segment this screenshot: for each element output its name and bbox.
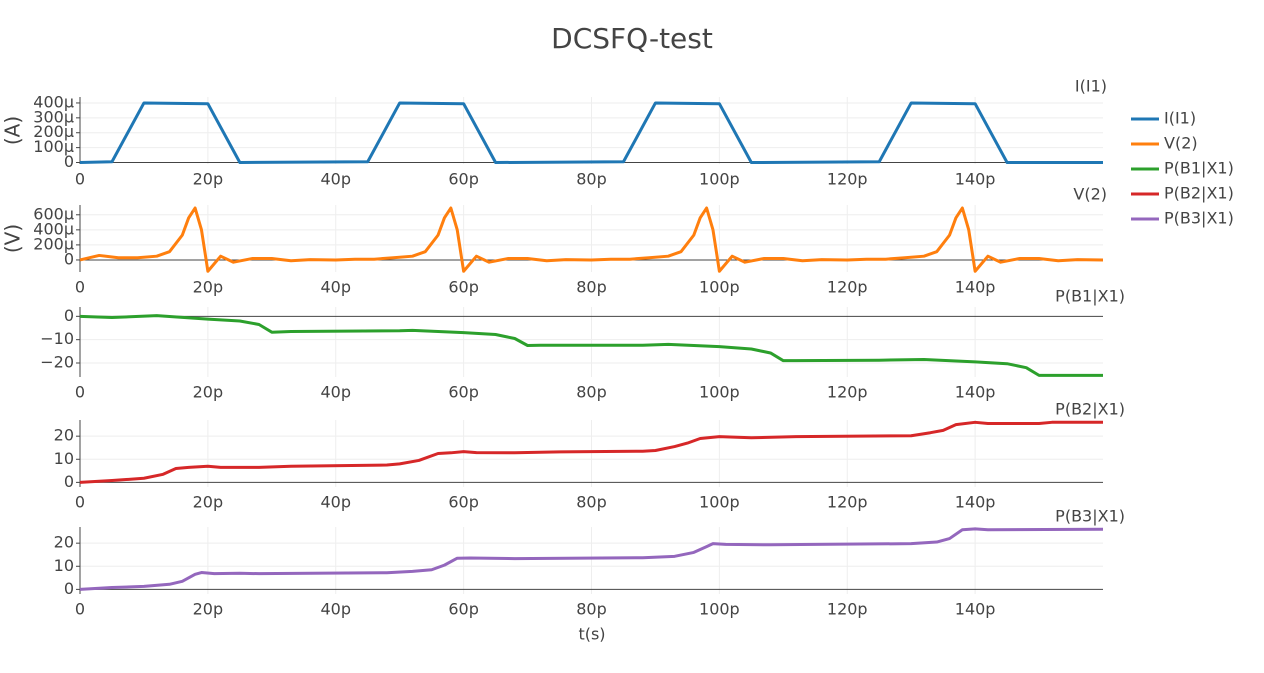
y-tick-label: 600μ — [33, 204, 74, 223]
legend-label: P(B3|X1) — [1164, 209, 1234, 228]
x-tick-label: 0 — [75, 600, 85, 619]
subplot-annotation: P(B3|X1) — [1055, 507, 1125, 526]
y-tick-label: 200μ — [33, 122, 74, 141]
y-tick-label: 20 — [54, 533, 74, 552]
x-tick-label: 100p — [699, 278, 740, 297]
x-tick-label: 60p — [448, 493, 479, 512]
x-tick-label: 20p — [193, 600, 224, 619]
x-tick-label: 100p — [699, 493, 740, 512]
x-tick-label: 0 — [75, 493, 85, 512]
x-tick-label: 20p — [193, 170, 224, 189]
x-tick-label: 80p — [576, 278, 607, 297]
x-tick-label: 40p — [320, 493, 351, 512]
y-tick-label: 200μ — [33, 234, 74, 253]
x-tick-label: 20p — [193, 278, 224, 297]
legend-label: I(I1) — [1164, 109, 1196, 128]
y-tick-label: 0 — [64, 249, 74, 268]
y-tick-label: −20 — [40, 353, 74, 372]
series-line — [79, 206, 1104, 273]
y-tick-label: 20 — [54, 426, 74, 445]
x-tick-label: 140p — [955, 493, 996, 512]
x-tick-label: 120p — [827, 600, 868, 619]
x-tick-label: 80p — [576, 493, 607, 512]
x-tick-label: 120p — [827, 493, 868, 512]
x-tick-label: 60p — [448, 170, 479, 189]
x-tick-label: 60p — [448, 278, 479, 297]
x-tick-label: 0 — [75, 278, 85, 297]
y-axis-label: (V) — [1, 224, 25, 253]
y-tick-label: 0 — [64, 472, 74, 491]
chart-title: DCSFQ-test — [551, 22, 713, 55]
x-tick-label: 0 — [75, 170, 85, 189]
subplot-annotation: V(2) — [1073, 185, 1107, 204]
legend-label: P(B1|X1) — [1164, 159, 1234, 178]
x-tick-label: 80p — [576, 600, 607, 619]
x-tick-label: 100p — [699, 600, 740, 619]
x-tick-label: 40p — [320, 278, 351, 297]
y-axis-label: (A) — [1, 116, 25, 145]
series-line — [79, 420, 1103, 484]
x-tick-label: 40p — [320, 170, 351, 189]
series-line — [79, 314, 1103, 377]
y-tick-label: 400μ — [33, 219, 74, 238]
x-tick-label: 140p — [955, 383, 996, 402]
y-tick-label: 10 — [54, 556, 74, 575]
subplot-annotation: P(B1|X1) — [1055, 287, 1125, 306]
y-tick-label: 300μ — [33, 107, 74, 126]
legend-label: P(B2|X1) — [1164, 184, 1234, 203]
x-tick-label: 140p — [955, 170, 996, 189]
x-tick-label: 80p — [576, 170, 607, 189]
x-tick-label: 40p — [320, 383, 351, 402]
y-tick-label: −10 — [40, 329, 74, 348]
x-tick-label: 100p — [699, 170, 740, 189]
y-tick-label: 10 — [54, 449, 74, 468]
y-tick-label: 100μ — [33, 137, 74, 156]
subplot-annotation: I(I1) — [1075, 77, 1107, 96]
x-tick-label: 100p — [699, 383, 740, 402]
y-tick-label: 0 — [64, 306, 74, 325]
x-tick-label: 120p — [827, 170, 868, 189]
y-tick-label: 400μ — [33, 92, 74, 111]
x-tick-label: 20p — [193, 383, 224, 402]
x-axis-label: t(s) — [578, 625, 605, 644]
x-tick-label: 80p — [576, 383, 607, 402]
x-tick-label: 60p — [448, 383, 479, 402]
x-tick-label: 120p — [827, 383, 868, 402]
y-tick-label: 0 — [64, 579, 74, 598]
x-tick-label: 20p — [193, 493, 224, 512]
x-tick-label: 60p — [448, 600, 479, 619]
series-line — [79, 527, 1104, 591]
x-tick-label: 120p — [827, 278, 868, 297]
series-line — [79, 101, 1103, 165]
x-tick-label: 140p — [955, 600, 996, 619]
x-tick-label: 140p — [955, 278, 996, 297]
legend-label: V(2) — [1164, 134, 1198, 153]
subplot-annotation: P(B2|X1) — [1055, 400, 1125, 419]
x-tick-label: 40p — [320, 600, 351, 619]
x-tick-label: 0 — [75, 383, 85, 402]
y-tick-label: 0 — [64, 152, 74, 171]
